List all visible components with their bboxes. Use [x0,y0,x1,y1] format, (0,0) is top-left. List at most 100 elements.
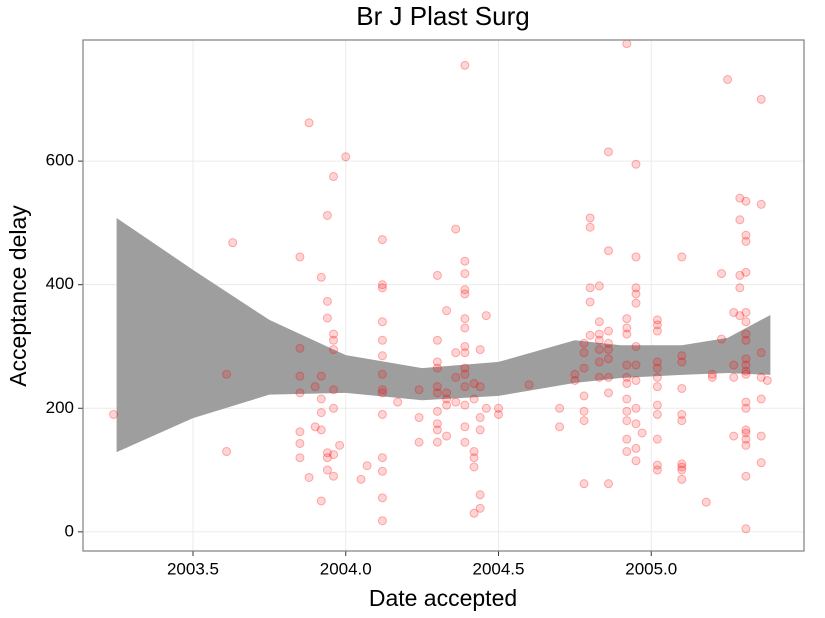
data-point [701,497,711,507]
data-point [677,462,687,472]
data-point [741,366,751,376]
data-point [469,453,479,463]
data-point [432,406,442,416]
data-point [594,281,604,291]
data-point [295,252,305,262]
data-point [377,280,387,290]
data-point [579,338,589,348]
data-point [622,372,632,382]
data-point [741,196,751,206]
data-point [329,345,339,355]
data-point [756,199,766,209]
data-point [469,462,479,472]
data-point [631,283,641,293]
data-point [622,360,632,370]
data-point [356,474,366,484]
data-point [652,320,662,330]
data-point [594,345,604,355]
data-point [741,425,751,435]
data-point [756,94,766,104]
data-point [631,443,641,453]
data-point [735,193,745,203]
data-point [460,363,470,373]
data-point [741,329,751,339]
data-point [460,348,470,358]
data-point [362,461,372,471]
x-tick-label: 2004.5 [472,559,524,578]
data-point [717,334,727,344]
data-point [631,159,641,169]
data-point [377,369,387,379]
data-point [475,490,485,500]
data-point [717,269,727,279]
data-point [469,447,479,457]
data-point [329,335,339,345]
data-point [377,493,387,503]
data-point [579,416,589,426]
data-point [377,466,387,476]
data-point [585,222,595,232]
confidence-band [116,217,771,453]
data-point [735,283,745,293]
data-point [603,372,613,382]
data-point [622,314,632,324]
data-point [741,335,751,345]
data-point [432,388,442,398]
data-point [475,345,485,355]
data-point [377,283,387,293]
data-point [756,394,766,404]
data-point [329,385,339,395]
data-point [329,471,339,481]
data-point [579,363,589,373]
data-point [432,382,442,392]
data-point [622,323,632,333]
y-axis-label: Acceptance delay [5,205,31,387]
data-point [603,479,613,489]
data-point [322,453,332,463]
data-point [432,363,442,373]
data-point [469,508,479,518]
data-point [631,456,641,466]
data-point [228,238,238,248]
plot-border [82,39,805,552]
data-point [594,335,604,345]
data-point [729,372,739,382]
data-point [756,431,766,441]
data-point [631,375,641,385]
data-point [222,447,232,457]
data-point [594,372,604,382]
data-point [594,329,604,339]
data-point [442,400,452,410]
data-point [741,369,751,379]
data-point [579,479,589,489]
data-point [735,311,745,321]
data-point [603,338,613,348]
data-point [707,369,717,379]
data-point [631,360,641,370]
data-point [377,388,387,398]
data-point [741,307,751,317]
data-point [622,406,632,416]
data-point [729,360,739,370]
data-point [222,369,232,379]
data-point [316,394,326,404]
data-point [735,270,745,280]
data-point [741,434,751,444]
data-point [707,372,717,382]
data-point [622,434,632,444]
data-point [585,297,595,307]
y-tick-label: 0 [65,521,74,540]
data-point [570,369,580,379]
data-point [677,357,687,367]
data-point [432,270,442,280]
data-point [594,357,604,367]
data-point [579,391,589,401]
data-point [741,440,751,450]
data-point [652,460,662,470]
data-point [570,375,580,385]
data-point [741,267,751,277]
data-point [677,351,687,361]
y-tick-label: 600 [46,151,74,170]
data-point [377,235,387,245]
data-point [451,397,461,407]
